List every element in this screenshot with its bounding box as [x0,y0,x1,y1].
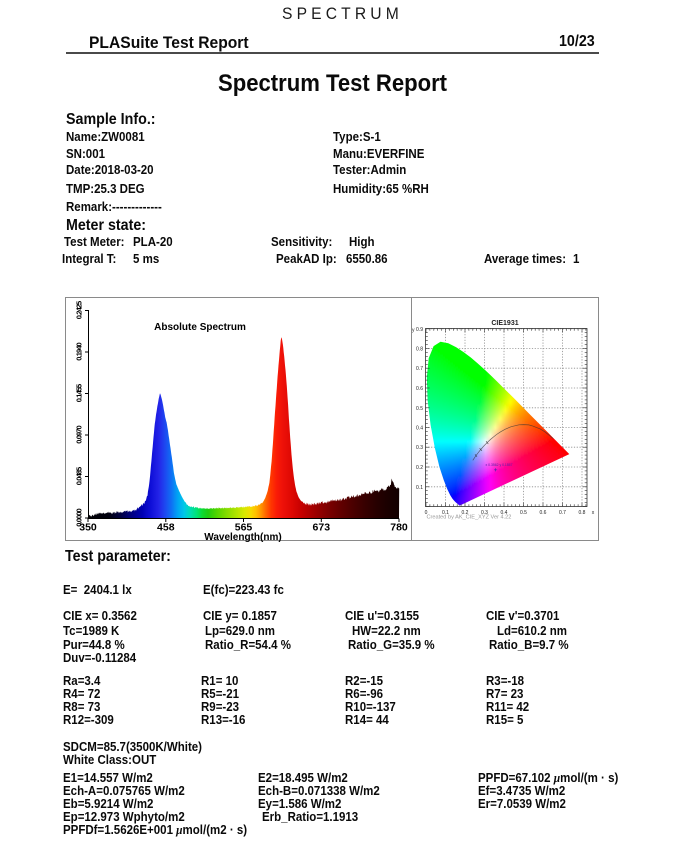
svg-text:0.5: 0.5 [416,406,423,412]
svg-text:0.0000: 0.0000 [75,509,84,527]
svg-text:0.5: 0.5 [520,510,527,516]
svg-text:0: 0 [425,510,428,516]
svg-text:565: 565 [235,522,253,534]
svg-text:0.2: 0.2 [462,510,469,516]
svg-text:458: 458 [157,522,175,534]
svg-text:0.0970: 0.0970 [75,426,84,444]
svg-text:0.1: 0.1 [416,485,423,491]
svg-text:0.1455: 0.1455 [75,384,84,402]
svg-text:0.8: 0.8 [579,510,586,516]
svg-text:Absolute Spectrum: Absolute Spectrum [154,322,246,333]
svg-text:0.4: 0.4 [501,510,508,516]
svg-text:0.2425: 0.2425 [75,301,84,319]
svg-text:CIE1931: CIE1931 [491,320,518,327]
svg-text:0.9: 0.9 [416,327,423,333]
svg-text:Wavelength(nm): Wavelength(nm) [204,532,281,543]
svg-text:0.7: 0.7 [416,366,423,372]
svg-text:y: y [412,328,415,334]
svg-text:0.1: 0.1 [442,510,449,516]
svg-text:0.2: 0.2 [416,465,423,471]
svg-text:0.1940: 0.1940 [75,343,84,361]
svg-text:780: 780 [390,522,408,534]
svg-text:0.0485: 0.0485 [75,467,84,485]
svg-text:0.3: 0.3 [481,510,488,516]
svg-text:x 0.3562 y 0.1857: x 0.3562 y 0.1857 [486,463,513,467]
svg-text:0.7: 0.7 [559,510,566,516]
svg-text:x: x [592,510,595,516]
svg-text:0.6: 0.6 [416,386,423,392]
svg-text:673: 673 [313,522,331,534]
svg-text:0.6: 0.6 [540,510,547,516]
svg-text:Created by AK_CIE_XYZ Ver 4.22: Created by AK_CIE_XYZ Ver 4.22 [427,515,512,521]
svg-text:0.4: 0.4 [416,426,423,432]
svg-text:0.8: 0.8 [416,347,423,353]
svg-text:0.3: 0.3 [416,445,423,451]
svg-text:350: 350 [79,522,97,534]
